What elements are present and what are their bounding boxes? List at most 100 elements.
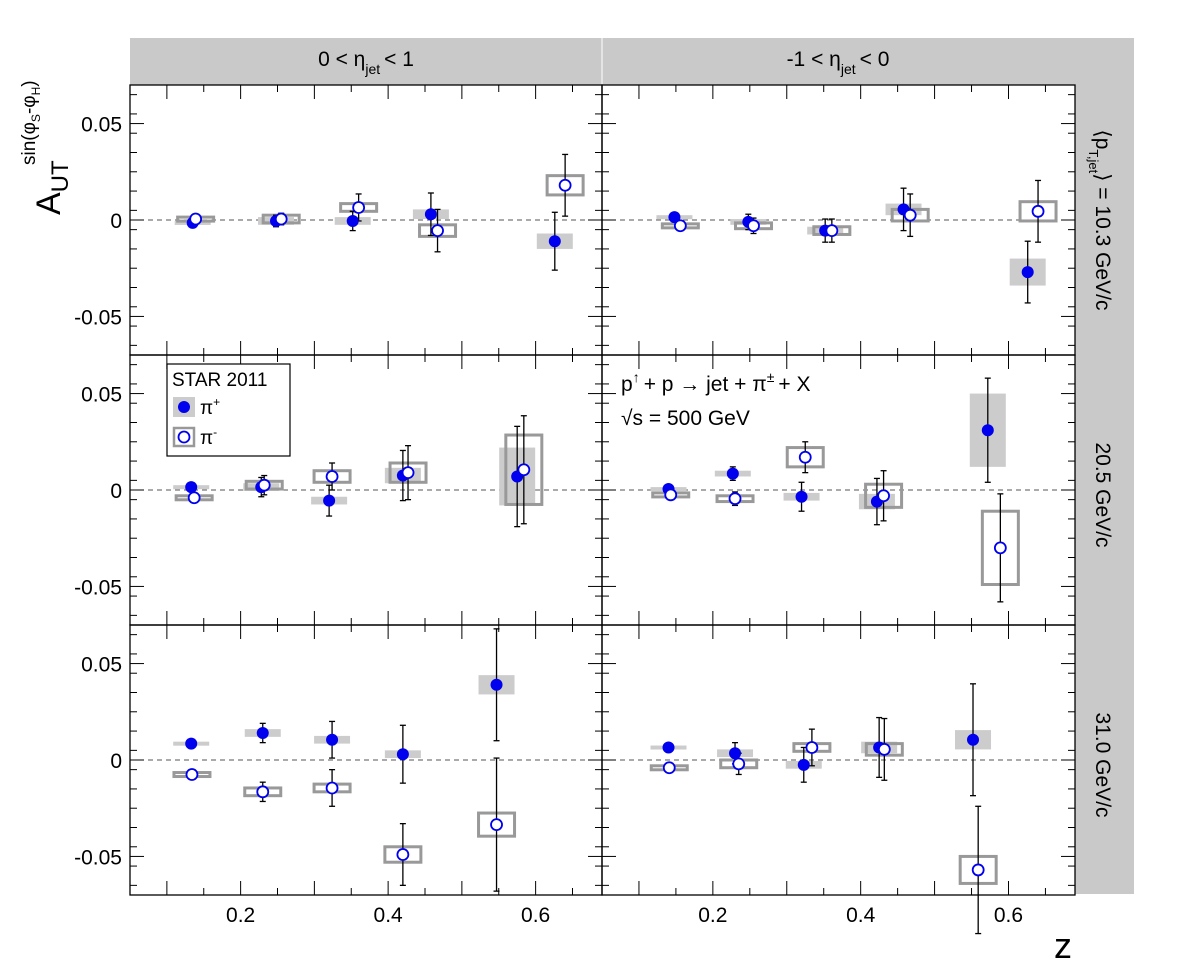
y-label-sup-end: ) bbox=[19, 80, 40, 86]
legend-pip-marker bbox=[178, 401, 190, 413]
y-tick-label: 0.05 bbox=[81, 654, 122, 677]
process-formula: p↑ + p → jet + π± + X bbox=[621, 369, 811, 396]
panel-r2-c1-pip-point bbox=[662, 741, 675, 754]
panel-r2-c1-pip-point bbox=[797, 758, 810, 771]
row-label-strip bbox=[1075, 38, 1134, 894]
svg-text:AUT: AUT bbox=[30, 160, 74, 215]
panel-r0-c0-pim-point bbox=[274, 212, 288, 226]
col0-post: < 1 bbox=[384, 48, 414, 71]
panel-r1-c1-pim-point bbox=[728, 492, 742, 506]
panel-r2-c0-pim-point bbox=[396, 848, 410, 861]
y-tick-label: 0 bbox=[110, 480, 122, 503]
row-label-20-5: 20.5 GeV/c bbox=[1091, 442, 1114, 547]
panel-r1-c1-pim-point bbox=[664, 488, 678, 502]
process-sqrts: √s = 500 GeV bbox=[621, 407, 750, 430]
panel-r1-c1-pim-point bbox=[877, 489, 890, 503]
y-tick-label: -0.05 bbox=[74, 846, 122, 869]
panel-r2-c0-pip-point bbox=[326, 733, 339, 746]
panel-r2-c0-pim-point bbox=[185, 768, 199, 781]
panel-r1-c0-pim-point bbox=[187, 491, 201, 505]
row0-post: ⟩ = 10.3 GeV/c bbox=[1091, 173, 1114, 310]
panel-r2-c0-pim-point bbox=[490, 818, 503, 832]
col0-sub: jet bbox=[364, 61, 380, 77]
panel-r1-c1-pip-point bbox=[726, 467, 739, 480]
y-label-sup: sin(φ bbox=[19, 122, 40, 165]
col1-post: < 0 bbox=[860, 48, 890, 71]
x-tick-label: 0.2 bbox=[226, 904, 255, 927]
panel-r0-c0-pim-point bbox=[558, 178, 572, 192]
y-tick-label: -0.05 bbox=[74, 576, 122, 599]
proc-pi-sup: ± bbox=[767, 369, 775, 385]
proc-rest: + p → jet + π bbox=[644, 373, 767, 396]
panel-r2-c1-frame bbox=[601, 624, 1076, 896]
panel-r0-c1-pim-point bbox=[673, 219, 687, 233]
panel-r1-c0-pim-point bbox=[401, 466, 415, 480]
proc-p1-sup: ↑ bbox=[633, 369, 640, 385]
row-label-10-3: ⟨pT,jet⟩ = 10.3 GeV/c bbox=[1086, 130, 1114, 311]
legend-pim-name: π bbox=[200, 428, 213, 449]
panel-r2-c1-pim-point bbox=[732, 757, 746, 771]
row0-sub: T,jet bbox=[1086, 149, 1101, 173]
proc-p1: p bbox=[621, 373, 633, 396]
legend-pip-name: π bbox=[200, 398, 213, 419]
y-label-sup-h: H bbox=[29, 87, 43, 96]
panel-r0-c0-pip-point bbox=[424, 208, 437, 221]
col0-pre: 0 < η bbox=[318, 48, 365, 71]
panel-r1-c0-pip-point bbox=[323, 494, 336, 507]
panel-r2-c0-pip-point bbox=[256, 727, 269, 739]
y-label-sub: UT bbox=[47, 160, 74, 192]
legend-pip-label: π+ bbox=[200, 395, 220, 419]
panel-r0-c0-pim-point bbox=[189, 212, 203, 226]
panel-r2-c0-pim-point bbox=[256, 785, 270, 799]
panel-r2-c1-pim-point bbox=[662, 761, 676, 775]
panel-r2-c0-pim-point bbox=[325, 781, 339, 795]
panel-r0-c1-pip-point bbox=[1021, 266, 1034, 279]
panel-r2-c0-pip-point bbox=[490, 678, 503, 691]
panels-layer: -0.05 0 0.05 -0.05 0 0.05 -0.05 0 0.05 0.2 0.4 0.6 0… bbox=[74, 84, 1076, 935]
legend-pim-label: π- bbox=[200, 425, 217, 449]
panel-r1-c0-pim-point bbox=[257, 478, 271, 492]
col1-pre: -1 < η bbox=[787, 48, 841, 71]
panel-r1-c1-pim-point bbox=[993, 541, 1007, 555]
x-tick-label: 0.4 bbox=[374, 904, 404, 927]
panel-r0-c0-pip-point bbox=[548, 235, 561, 248]
col1-sub: jet bbox=[840, 61, 856, 77]
panel-r0-c0-pip-point bbox=[346, 214, 359, 227]
y-label-sup-s: S bbox=[29, 114, 43, 122]
legend-pim-marker bbox=[177, 430, 191, 444]
panel-r0-c1-pim-point bbox=[903, 208, 917, 222]
panel-r2-c0-pip-point bbox=[396, 748, 409, 761]
y-tick-label: 0 bbox=[110, 210, 122, 233]
process-annotation: p↑ + p → jet + π± + X √s = 500 GeV bbox=[621, 369, 811, 430]
panel-r0-c1-pim-point bbox=[1031, 204, 1045, 218]
panel-r2-c0-pip-point bbox=[185, 737, 198, 750]
panel-r2-c1-pip-point bbox=[967, 733, 980, 746]
panel-r0-c1-pim-point bbox=[825, 224, 839, 238]
panel-r0-c0-pim-point bbox=[431, 224, 444, 238]
svg-text:sin(φS-φH): sin(φS-φH) bbox=[19, 80, 43, 165]
y-tick-label: 0.05 bbox=[81, 384, 122, 407]
panel-r2-c1-pim-point bbox=[877, 742, 891, 756]
legend-pim-sys bbox=[172, 426, 196, 448]
panel-r1-c1-pip-point bbox=[795, 490, 808, 503]
row0-pre: ⟨p bbox=[1091, 130, 1114, 150]
y-tick-label: 0 bbox=[110, 750, 122, 773]
panel-r1-c0-pim-point bbox=[517, 463, 531, 477]
x-tick-label: 0.2 bbox=[698, 904, 727, 927]
legend-pip-sup: + bbox=[213, 395, 220, 409]
legend-title: STAR 2011 bbox=[172, 370, 267, 391]
y-label-main: A bbox=[30, 192, 68, 215]
panel-r1-c0-pim-point bbox=[325, 470, 339, 483]
column-header-eta-positive: 0 < ηjet < 1 bbox=[318, 48, 414, 77]
legend: STAR 2011 π+ π- bbox=[166, 363, 291, 457]
panel-r2-c1-pim-point bbox=[805, 741, 819, 754]
x-tick-label: 0.4 bbox=[846, 904, 876, 927]
y-tick-label: 0.05 bbox=[81, 114, 122, 137]
y-tick-label: -0.05 bbox=[74, 306, 122, 329]
y-label-sup-mid: -φ bbox=[19, 95, 40, 114]
panel-r1-c1-pim-point bbox=[798, 450, 812, 464]
panel-r2-c1-pim-point bbox=[971, 863, 985, 877]
proc-end: + X bbox=[778, 373, 810, 396]
x-axis-label: z bbox=[1054, 925, 1072, 964]
